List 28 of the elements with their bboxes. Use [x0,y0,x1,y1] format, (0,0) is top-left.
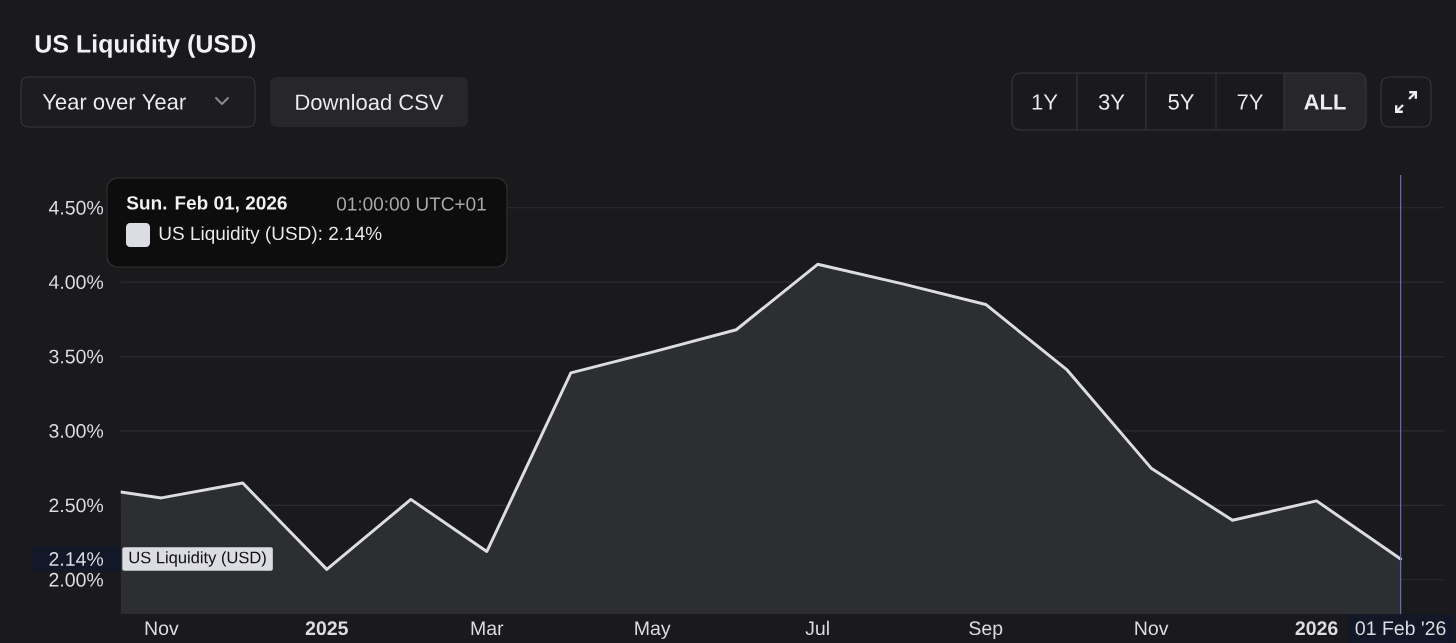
ref-line-label: 01 Feb '26 [1355,620,1446,636]
series-label: US Liquidity (USD) [129,551,266,567]
text: 5Y [1168,94,1194,110]
x-tick-label: Mar [471,621,504,636]
text: ALL [1304,94,1346,110]
annotation: Sun. Feb 01, 2026 [126,195,287,213]
x-tick-label: 2026 [1295,621,1338,636]
chart-title: US Liquidity (USD) [35,34,256,58]
x-tick-label: Jul [805,620,829,636]
annotation: 01:00:00 UTC+01 [336,197,486,211]
x-tick-label: Nov [1135,621,1169,636]
text: 1Y [1032,94,1058,110]
text: Download CSV [296,93,444,111]
text: 7Y [1237,94,1263,110]
y-tick-label: 4.00% [48,275,104,290]
text: 2.14% [49,552,104,566]
text: Year over Year [42,94,186,110]
y-tick-label: 3.50% [49,349,104,364]
y-tick-label: 2.00% [49,572,104,587]
y-tick-label: 2.50% [49,498,104,513]
text: 3Y [1098,94,1125,110]
x-tick-label: 2025 [305,621,348,636]
y-tick-label: 4.50% [48,200,104,215]
x-tick-label: May [635,621,671,639]
x-tick-label: Sep [969,621,1003,639]
x-tick-label: Nov [145,621,179,636]
annotation: US Liquidity (USD): 2.14% [159,226,382,244]
y-tick-label: 3.00% [49,424,104,438]
